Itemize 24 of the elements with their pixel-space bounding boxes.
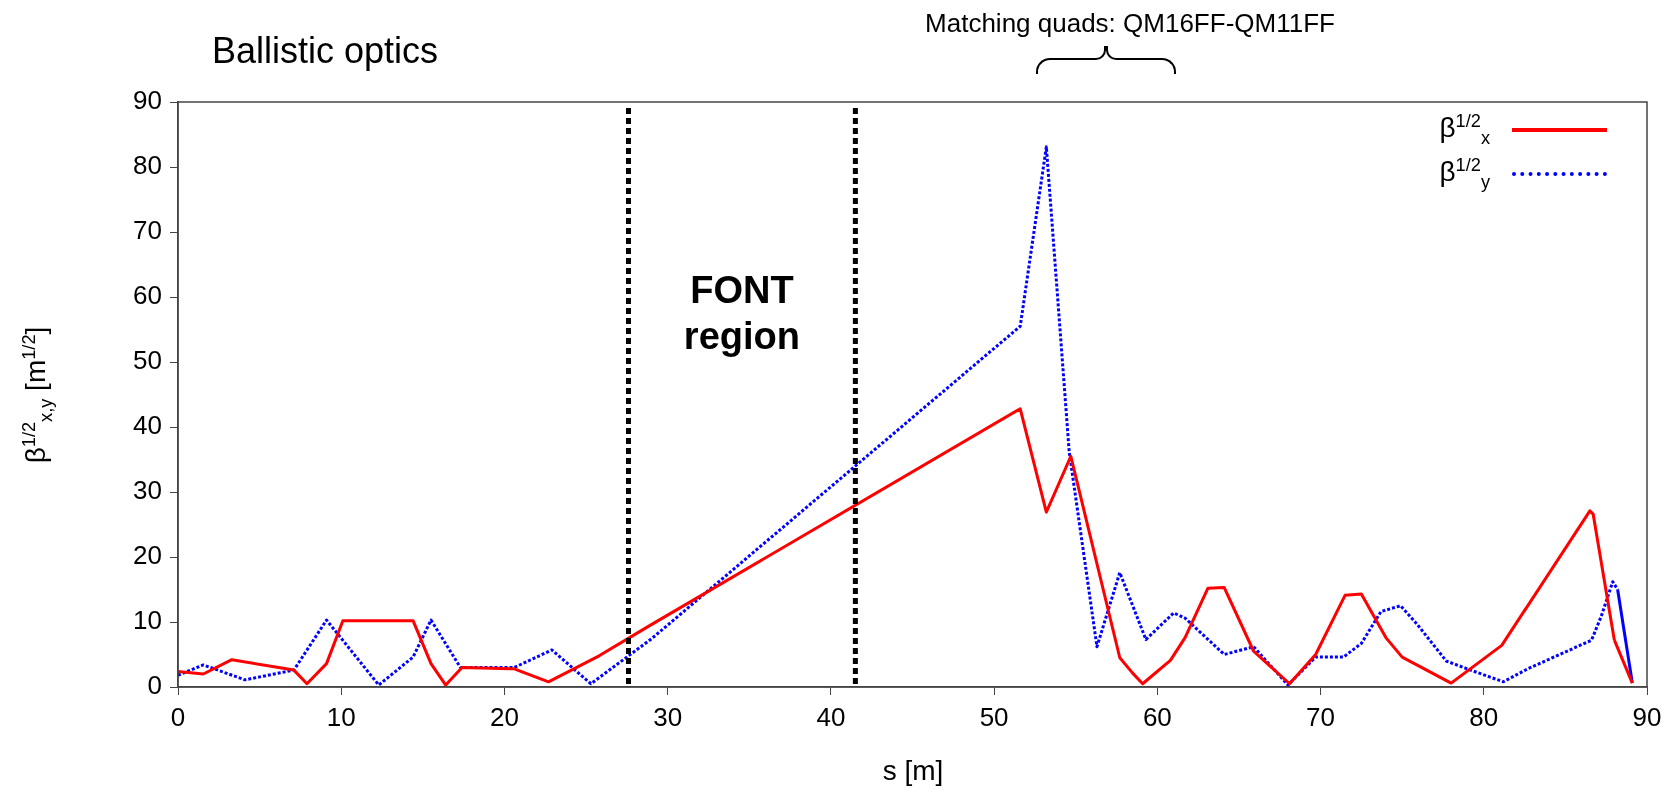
y-tick-label: 20 [133, 540, 162, 571]
y-tick-label: 40 [133, 410, 162, 441]
y-tick-label: 10 [133, 605, 162, 636]
x-tick-label: 0 [170, 701, 186, 732]
annotation: FONT region [683, 267, 800, 359]
x-tick-label: 20 [489, 701, 519, 732]
y-tick-label: 80 [133, 150, 162, 181]
x-tick-label: 70 [1306, 701, 1336, 732]
text: Matching quads: QM16FF-QM11FF [925, 8, 1335, 39]
chart-title: Ballistic optics [212, 30, 439, 72]
y-tick-label: 0 [147, 670, 162, 701]
y-tick-label: 30 [133, 475, 162, 506]
x-tick-label: 10 [326, 701, 356, 732]
y-tick-label: 60 [133, 280, 162, 311]
y-tick-label: 90 [133, 85, 162, 116]
x-tick-label: 40 [816, 701, 846, 732]
x-tick-label: 60 [1142, 701, 1172, 732]
x-tick-label: 50 [979, 701, 1009, 732]
x-tick-label: 30 [653, 701, 683, 732]
y-tick-label: 50 [133, 345, 162, 376]
x-axis-title: s [m] [882, 755, 944, 787]
x-tick-label: 80 [1469, 701, 1499, 732]
y-tick-label: 70 [133, 215, 162, 246]
x-tick-label: 90 [1632, 701, 1662, 732]
